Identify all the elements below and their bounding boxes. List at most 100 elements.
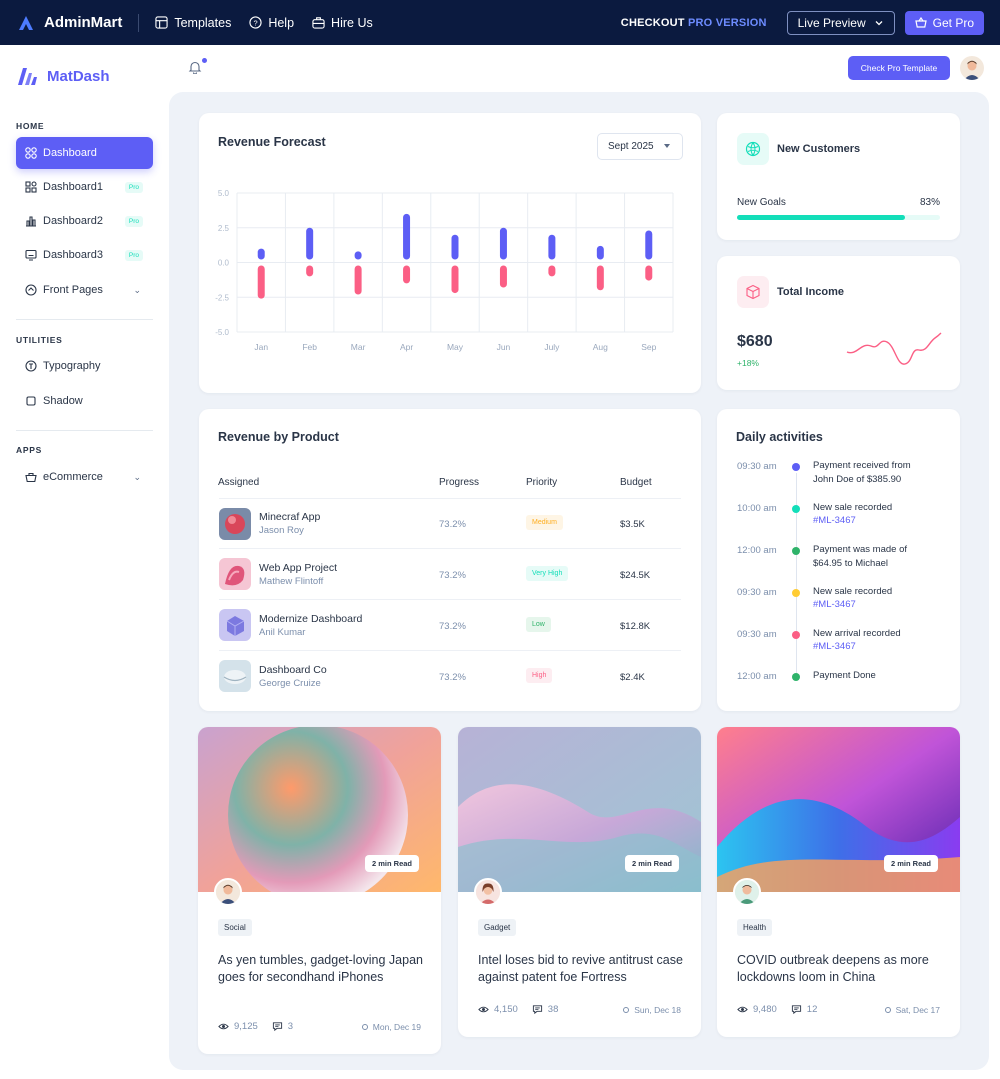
blog-title[interactable]: COVID outbreak deepens as more lockdowns… bbox=[737, 953, 929, 984]
bar-positive bbox=[645, 230, 653, 260]
sidebar-item-dashboard3[interactable]: Dashboard3 Pro bbox=[16, 239, 153, 271]
activity-time: 09:30 am bbox=[737, 461, 777, 472]
pro-badge: Pro bbox=[124, 249, 143, 261]
bar-negative bbox=[645, 265, 653, 281]
total-income-card: Total Income $680 +18% bbox=[717, 256, 960, 390]
blog-date: Sun, Dec 18 bbox=[634, 1004, 681, 1015]
dashboard-icon bbox=[25, 147, 37, 159]
checkout-pro-link[interactable]: CHECKOUT PRO VERSION bbox=[621, 17, 767, 29]
adminmart-brand: AdminMart bbox=[44, 14, 123, 31]
product-name: Dashboard Co bbox=[259, 664, 327, 676]
card-title: Revenue Forecast bbox=[218, 135, 326, 149]
dot-icon bbox=[623, 1006, 630, 1013]
blog-title[interactable]: Intel loses bid to revive antitrust case… bbox=[478, 953, 683, 984]
y-tick-label: -5.0 bbox=[215, 328, 229, 337]
avatar-image bbox=[735, 880, 759, 904]
column-header-progress: Progress bbox=[439, 477, 480, 488]
product-image bbox=[219, 660, 251, 692]
category-tag[interactable]: Health bbox=[737, 919, 773, 936]
progress-value: 73.2% bbox=[439, 672, 466, 683]
y-tick-label: -2.5 bbox=[215, 293, 229, 302]
goal-progress-fill bbox=[737, 215, 906, 220]
typography-icon bbox=[25, 360, 37, 372]
checkout-prefix: CHECKOUT bbox=[620, 16, 685, 29]
goal-value: 83% bbox=[919, 197, 940, 208]
activity-time: 10:00 am bbox=[737, 503, 777, 514]
assignee-name: Jason Roy bbox=[259, 525, 304, 536]
x-tick-label: Jan bbox=[254, 342, 268, 352]
x-tick-label: Jun bbox=[497, 342, 511, 352]
bar-positive bbox=[403, 213, 411, 260]
activity-link[interactable]: #ML-3467 bbox=[813, 599, 856, 610]
bar-positive bbox=[596, 245, 604, 260]
activity-text: Payment received from John Doe of $385.9… bbox=[813, 460, 911, 485]
blog-card[interactable]: 2 min Read Social As yen tumbles, gadget… bbox=[198, 727, 441, 1054]
blog-card[interactable]: 2 min Read Health COVID outbreak deepens… bbox=[717, 727, 960, 1037]
category-tag[interactable]: Social bbox=[218, 919, 252, 936]
adminmart-logo[interactable]: AdminMart bbox=[16, 13, 122, 33]
layout-icon bbox=[155, 16, 168, 29]
views-count: 9,125 bbox=[234, 1021, 258, 1032]
sidebar-item-dashboard[interactable]: Dashboard bbox=[16, 137, 153, 169]
activity-time: 12:00 am bbox=[737, 545, 777, 556]
income-amount: $680 bbox=[737, 333, 773, 350]
blog-title[interactable]: As yen tumbles, gadget-loving Japan goes… bbox=[218, 953, 423, 984]
sidebar-item-label: Front Pages bbox=[43, 284, 103, 296]
sidebar-item-front-pages[interactable]: Front Pages ⌄ bbox=[16, 274, 153, 306]
matdash-logo[interactable]: MatDash bbox=[16, 65, 110, 87]
daily-activities-card: Daily activities 09:30 am Payment receiv… bbox=[717, 409, 960, 711]
product-thumbnail bbox=[219, 508, 251, 540]
activity-link[interactable]: #ML-3467 bbox=[813, 641, 856, 652]
activity-text: Payment was made of $64.95 to Michael bbox=[813, 544, 907, 569]
author-avatar[interactable] bbox=[733, 878, 761, 906]
period-select[interactable]: Sept 2025 bbox=[597, 133, 683, 160]
product-thumbnail bbox=[219, 660, 251, 692]
x-tick-label: Aug bbox=[593, 342, 608, 352]
sidebar-item-typography[interactable]: Typography bbox=[16, 350, 153, 382]
bell-icon[interactable] bbox=[188, 60, 202, 74]
activity-text: Payment Done bbox=[813, 670, 876, 681]
avatar[interactable] bbox=[960, 56, 984, 80]
assignee-name: Mathew Flintoff bbox=[259, 576, 324, 587]
activity-link[interactable]: #ML-3467 bbox=[813, 515, 856, 526]
sidebar-item-dashboard1[interactable]: Dashboard1 Pro bbox=[16, 171, 153, 203]
nav-help[interactable]: ? Help bbox=[249, 16, 294, 30]
y-tick-label: 0.0 bbox=[218, 259, 230, 268]
get-pro-button[interactable]: Get Pro bbox=[904, 10, 984, 35]
author-avatar[interactable] bbox=[474, 878, 502, 906]
author-avatar[interactable] bbox=[214, 878, 242, 906]
blog-card[interactable]: 2 min Read Gadget Intel loses bid to rev… bbox=[458, 727, 701, 1037]
nav-hire-us[interactable]: Hire Us bbox=[312, 16, 373, 30]
pro-badge: Pro bbox=[124, 215, 143, 227]
comments-count: 38 bbox=[547, 1004, 559, 1015]
nav-help-label: Help bbox=[268, 15, 295, 30]
matdash-brand: MatDash bbox=[47, 67, 110, 85]
comments-count: 12 bbox=[806, 1004, 818, 1015]
bar-negative bbox=[257, 265, 265, 299]
nav-templates[interactable]: Templates bbox=[155, 16, 231, 30]
live-preview-button[interactable]: Live Preview bbox=[786, 10, 895, 35]
progress-value: 73.2% bbox=[439, 621, 466, 632]
sidebar-item-ecommerce[interactable]: eCommerce ⌄ bbox=[16, 461, 153, 493]
sidebar-item-dashboard2[interactable]: Dashboard2 Pro bbox=[16, 205, 153, 237]
budget-value: $12.8K bbox=[620, 621, 651, 632]
avatar-image bbox=[216, 880, 240, 904]
matdash-logo-icon bbox=[18, 68, 37, 85]
sidebar-item-label: eCommerce bbox=[43, 471, 103, 483]
live-preview-label: Live Preview bbox=[797, 15, 866, 30]
square-icon bbox=[26, 396, 36, 406]
category-tag[interactable]: Gadget bbox=[478, 919, 517, 936]
chevron-down-icon: ⌄ bbox=[133, 471, 141, 482]
sidebar-item-shadow[interactable]: Shadow bbox=[16, 385, 153, 417]
bar-negative bbox=[451, 265, 459, 294]
sidebar-item-label: Dashboard bbox=[43, 147, 97, 159]
priority-badge: High bbox=[526, 668, 553, 683]
activity-dot bbox=[792, 589, 800, 597]
activity-dot bbox=[792, 463, 800, 471]
bar-positive bbox=[548, 234, 556, 260]
sidebar-item-label: Dashboard3 bbox=[43, 249, 103, 261]
priority-badge: Low bbox=[526, 617, 551, 632]
sidebar-item-label: Dashboard1 bbox=[43, 181, 103, 193]
check-pro-template-button[interactable]: Check Pro Template bbox=[848, 56, 950, 80]
column-header-budget: Budget bbox=[620, 477, 652, 488]
